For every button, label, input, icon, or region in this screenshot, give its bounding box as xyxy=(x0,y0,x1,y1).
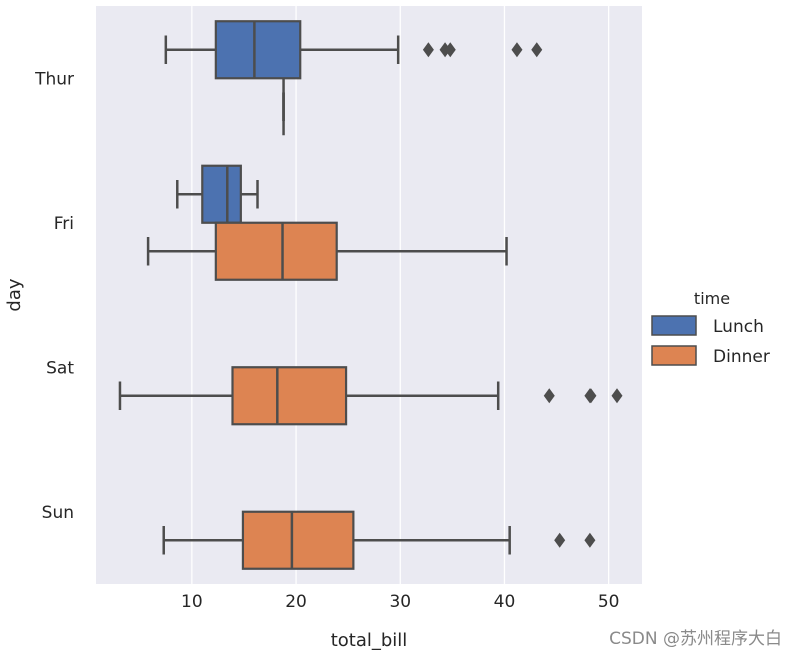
x-axis-title: total_bill xyxy=(331,630,408,651)
outlier-point xyxy=(611,388,623,404)
legend-label-lunch: Lunch xyxy=(713,317,764,337)
box-iqr xyxy=(214,221,338,281)
y-tick-label: Fri xyxy=(54,214,74,234)
x-tick-labels: 10 20 30 40 50 xyxy=(181,592,619,612)
x-tick-label: 30 xyxy=(389,592,411,612)
legend-title: time xyxy=(694,289,730,308)
box-dinner-sat xyxy=(118,366,623,426)
outlier-point xyxy=(584,532,596,548)
box-iqr xyxy=(241,510,355,570)
box-dinner-sun xyxy=(162,510,596,570)
outlier-point xyxy=(554,532,566,548)
y-tick-labels: Thur Fri Sat Sun xyxy=(34,69,74,523)
box-iqr xyxy=(231,366,348,426)
outlier-point xyxy=(444,42,456,58)
x-tick-label: 10 xyxy=(181,592,203,612)
box-iqr xyxy=(201,164,242,224)
outlier-point xyxy=(585,388,597,404)
legend-label-dinner: Dinner xyxy=(713,347,770,367)
box-lunch-fri xyxy=(176,164,259,224)
box-lunch-thur xyxy=(164,20,543,80)
y-tick-label: Thur xyxy=(34,69,74,89)
outlier-point xyxy=(543,388,555,404)
box-dinner-fri xyxy=(146,221,508,281)
watermark-text: CSDN @苏州程序大白 xyxy=(609,629,782,649)
y-axis-title: day xyxy=(4,278,25,311)
y-tick-label: Sun xyxy=(42,503,74,523)
x-gridlines xyxy=(191,6,610,584)
outlier-point xyxy=(531,42,543,58)
legend: time Lunch Dinner xyxy=(651,289,770,367)
outlier-point xyxy=(422,42,434,58)
x-tick-label: 50 xyxy=(598,592,620,612)
box-layer xyxy=(118,20,623,570)
plot-area xyxy=(96,6,642,584)
legend-swatch-lunch xyxy=(651,315,697,336)
box-iqr xyxy=(214,20,302,80)
x-tick-label: 40 xyxy=(494,592,516,612)
y-tick-label: Sat xyxy=(46,358,74,378)
outlier-point xyxy=(511,42,523,58)
legend-swatch-dinner xyxy=(651,345,697,366)
x-tick-label: 20 xyxy=(285,592,307,612)
